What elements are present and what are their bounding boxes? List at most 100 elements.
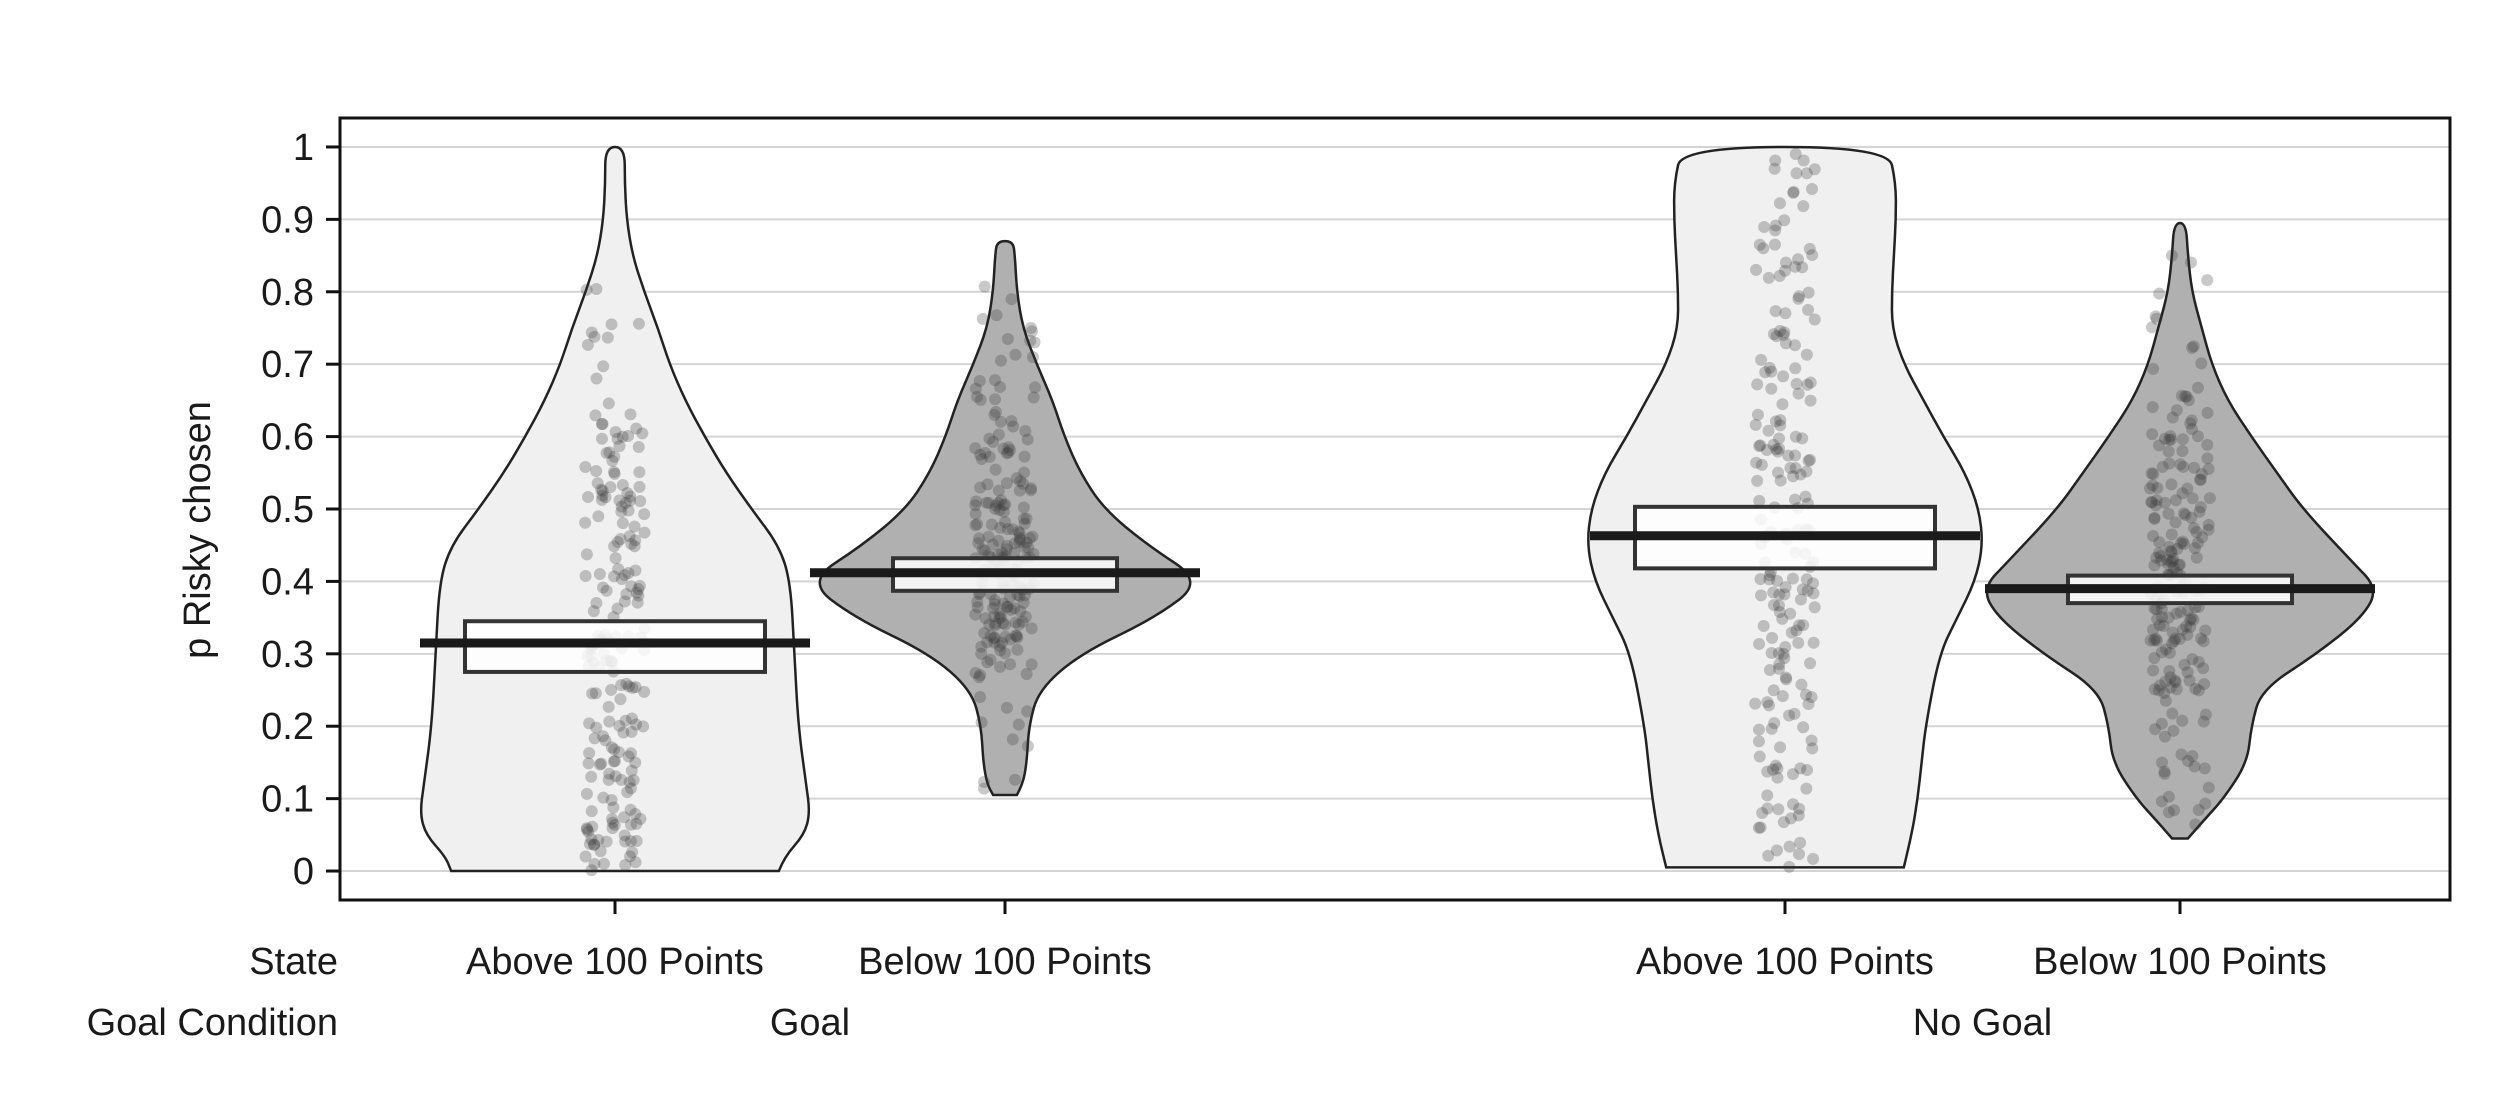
jitter-point — [1796, 583, 1809, 596]
jitter-point — [983, 432, 996, 445]
jitter-point — [993, 639, 1006, 652]
jitter-point — [1013, 531, 1026, 544]
jitter-point — [607, 755, 620, 768]
jitter-point — [1023, 532, 1036, 545]
jitter-point — [1774, 324, 1787, 337]
jitter-point — [988, 374, 1001, 387]
jitter-point — [1021, 705, 1034, 718]
jitter-point — [2178, 658, 2191, 671]
jitter-point — [2153, 679, 2166, 692]
jitter-point — [2170, 683, 2183, 696]
jitter-point — [995, 610, 1008, 623]
jitter-point — [1000, 543, 1013, 556]
jitter-point — [2163, 665, 2176, 678]
jitter-point — [602, 397, 615, 410]
jitter-point — [972, 537, 985, 550]
jitter-point — [2184, 256, 2197, 269]
jitter-point — [589, 687, 602, 700]
jitter-point — [608, 818, 621, 831]
jitter-point — [989, 499, 1002, 512]
jitter-point — [2164, 430, 2177, 443]
jitter-point — [2187, 340, 2200, 353]
jitter-point — [2148, 511, 2161, 524]
jitter-point — [2188, 461, 2201, 474]
jitter-point — [2194, 473, 2207, 486]
y-tick-label: 1 — [293, 127, 314, 169]
jitter-point — [1005, 293, 1018, 306]
jitter-point — [638, 526, 651, 539]
jitter-point — [1762, 424, 1775, 437]
jitter-point — [994, 415, 1007, 428]
jitter-point — [1777, 370, 1790, 383]
jitter-point — [2192, 655, 2205, 668]
jitter-point — [2203, 492, 2216, 505]
jitter-point — [1762, 849, 1775, 862]
jitter-point — [999, 498, 1012, 511]
jitter-point — [580, 787, 593, 800]
jitter-point — [605, 318, 618, 331]
jitter-point — [602, 773, 615, 786]
jitter-point — [989, 617, 1002, 630]
jitter-point — [1001, 332, 1014, 345]
jitter-point — [2149, 632, 2162, 645]
jitter-point — [988, 631, 1001, 644]
jitter-point — [2155, 795, 2168, 808]
jitter-point — [579, 516, 592, 529]
jitter-point — [2162, 445, 2175, 458]
jitter-point — [2155, 554, 2168, 567]
jitter-point — [633, 480, 646, 493]
jitter-point — [999, 516, 1012, 529]
jitter-point — [1003, 444, 1016, 457]
jitter-point — [628, 520, 641, 533]
jitter-point — [1787, 768, 1800, 781]
jitter-point — [1772, 647, 1785, 660]
jitter-point — [2186, 492, 2199, 505]
jitter-point — [1018, 517, 1031, 530]
jitter-point — [2195, 357, 2208, 370]
jitter-point — [619, 496, 632, 509]
jitter-point — [1016, 615, 1029, 628]
jitter-point — [1001, 601, 1014, 614]
jitter-point — [2155, 717, 2168, 730]
jitter-point — [616, 517, 629, 530]
jitter-point — [2158, 730, 2171, 743]
jitter-point — [2156, 611, 2169, 624]
state-label: Above 100 Points — [1636, 941, 1934, 983]
jitter-point — [973, 532, 986, 545]
jitter-point — [1766, 631, 1779, 644]
jitter-point — [1788, 493, 1801, 506]
y-tick-label: 0 — [293, 851, 314, 893]
jitter-point — [625, 537, 638, 550]
jitter-point — [2198, 677, 2211, 690]
jitter-point — [622, 567, 635, 580]
jitter-point — [2184, 614, 2197, 627]
jitter-point — [1001, 600, 1014, 613]
jitter-point — [1004, 603, 1017, 616]
jitter-point — [2165, 546, 2178, 559]
jitter-point — [604, 481, 617, 494]
jitter-point — [985, 518, 998, 531]
jitter-point — [623, 776, 636, 789]
jitter-point — [2158, 496, 2171, 509]
jitter-point — [1794, 468, 1807, 481]
jitter-point — [1787, 185, 1800, 198]
jitter-point — [2202, 781, 2215, 794]
jitter-point — [2183, 674, 2196, 687]
jitter-point — [2181, 666, 2194, 679]
y-tick-label: 0.2 — [261, 706, 314, 748]
jitter-point — [1807, 636, 1820, 649]
jitter-point — [2173, 558, 2186, 571]
jitter-point — [619, 858, 632, 871]
jitter-point — [2177, 460, 2190, 473]
jitter-point — [618, 569, 631, 582]
jitter-point — [969, 519, 982, 532]
jitter-point — [629, 681, 642, 694]
jitter-point — [629, 856, 642, 869]
jitter-point — [978, 544, 991, 557]
jitter-point — [2162, 611, 2175, 624]
jitter-point — [2147, 529, 2160, 542]
jitter-point — [1789, 462, 1802, 475]
jitter-point — [585, 805, 598, 818]
jitter-point — [1010, 472, 1023, 485]
jitter-point — [1763, 573, 1776, 586]
